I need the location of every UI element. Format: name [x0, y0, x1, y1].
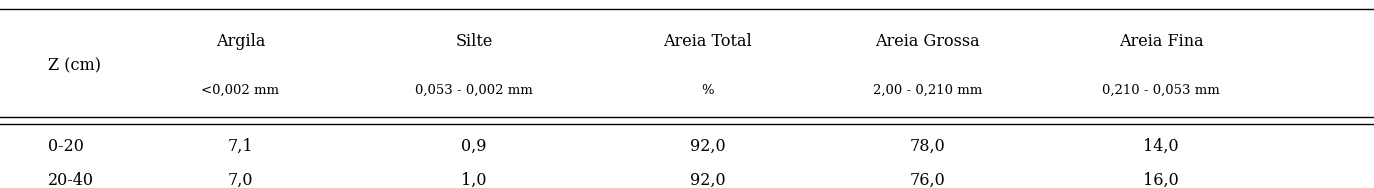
Text: 92,0: 92,0 [690, 138, 725, 155]
Text: 76,0: 76,0 [910, 172, 945, 188]
Text: 7,0: 7,0 [228, 172, 253, 188]
Text: 92,0: 92,0 [690, 172, 725, 188]
Text: Silte: Silte [455, 33, 493, 50]
Text: 0-20: 0-20 [48, 138, 84, 155]
Text: Argila: Argila [216, 33, 265, 50]
Text: 7,1: 7,1 [228, 138, 253, 155]
Text: Z (cm): Z (cm) [48, 57, 102, 74]
Text: %: % [701, 84, 714, 97]
Text: <0,002 mm: <0,002 mm [202, 84, 279, 97]
Text: 2,00 - 0,210 mm: 2,00 - 0,210 mm [872, 84, 982, 97]
Text: 16,0: 16,0 [1143, 172, 1179, 188]
Text: 14,0: 14,0 [1143, 138, 1179, 155]
Text: 0,053 - 0,002 mm: 0,053 - 0,002 mm [415, 84, 533, 97]
Text: 20-40: 20-40 [48, 172, 93, 188]
Text: 0,210 - 0,053 mm: 0,210 - 0,053 mm [1102, 84, 1220, 97]
Text: Areia Fina: Areia Fina [1118, 33, 1204, 50]
Text: 78,0: 78,0 [910, 138, 945, 155]
Text: Areia Total: Areia Total [664, 33, 752, 50]
Text: Areia Grossa: Areia Grossa [875, 33, 980, 50]
Text: 0,9: 0,9 [462, 138, 486, 155]
Text: 1,0: 1,0 [462, 172, 486, 188]
